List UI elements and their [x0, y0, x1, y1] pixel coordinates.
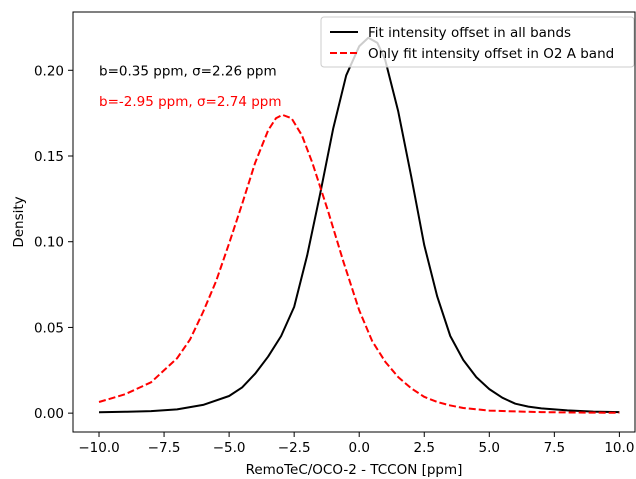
- axes-frame: [72, 11, 636, 433]
- x-tick-label: 10.0: [604, 440, 634, 456]
- x-tick-label: −7.5: [148, 440, 181, 456]
- y-tick-label: 0.00: [34, 406, 64, 422]
- x-tick-label: −2.5: [278, 440, 311, 456]
- series-line-1: [98, 113, 620, 414]
- x-tick-label: −10.0: [78, 440, 119, 456]
- y-axis-label: Density: [11, 196, 27, 247]
- y-tick-label: 0.15: [34, 149, 64, 165]
- legend-label-0: Fit intensity offset in all bands: [368, 25, 571, 41]
- x-tick-label: 5.0: [479, 440, 500, 456]
- y-tick-label: 0.05: [34, 320, 64, 336]
- x-tick-label: 7.5: [544, 440, 565, 456]
- stats-annotation-1: b=-2.95 ppm, σ=2.74 ppm: [99, 94, 281, 110]
- x-tick-label: 0.0: [348, 440, 369, 456]
- legend-label-1: Only fit intensity offset in O2 A band: [368, 46, 614, 62]
- x-tick-label: 2.5: [414, 440, 435, 456]
- x-tick-label: −5.0: [213, 440, 246, 456]
- y-tick-label: 0.20: [34, 63, 64, 79]
- legend-box: [320, 16, 635, 68]
- stats-annotation-0: b=0.35 ppm, σ=2.26 ppm: [99, 63, 277, 79]
- legend: Fit intensity offset in all bands Only fi…: [320, 16, 635, 68]
- y-tick-label: 0.10: [34, 235, 64, 251]
- plot-area: −10.0 −7.5 −5.0 −2.5 0.0 2.5 5.0 7.5 10.0 0.00 0.0…: [34, 11, 636, 456]
- x-axis-label: RemoTeC/OCO-2 - TCCON [ppm]: [246, 462, 463, 478]
